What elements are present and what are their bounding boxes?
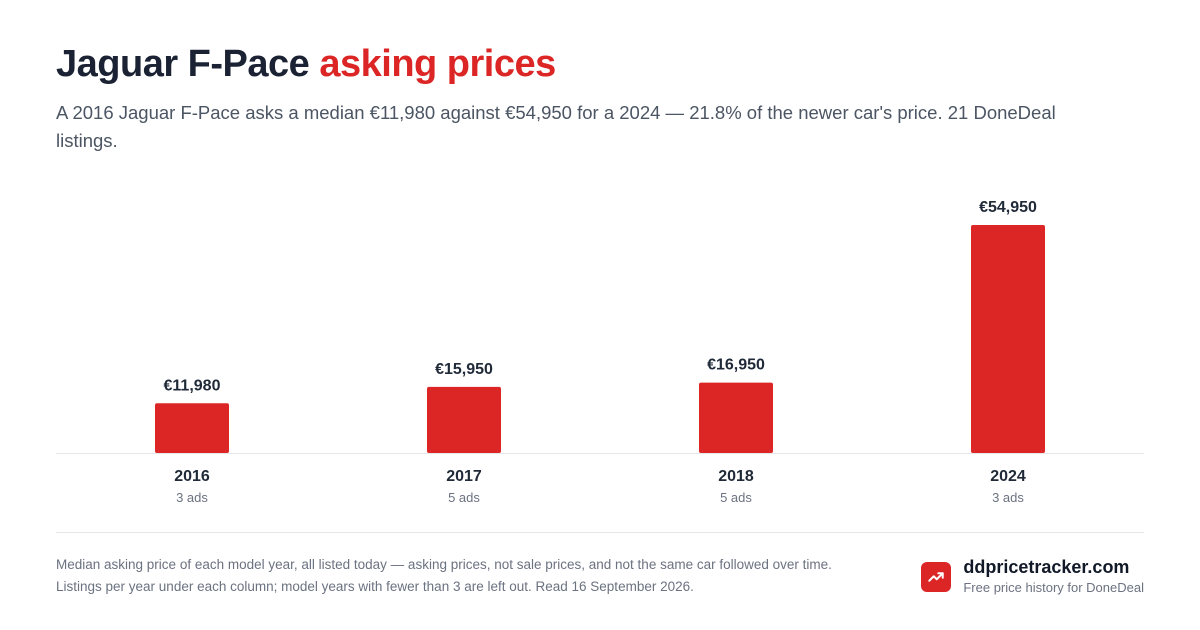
count-label-2018: 5 ads: [720, 490, 752, 505]
value-label-2017: €15,950: [435, 361, 493, 378]
value-label-2024: €54,950: [979, 199, 1037, 216]
trend-up-icon: [921, 562, 952, 592]
subtitle: A 2016 Jaguar F-Pace asks a median €11,9…: [56, 102, 1056, 151]
category-label-2017: 2017: [446, 468, 482, 485]
count-label-2017: 5 ads: [448, 490, 480, 505]
footnote: Median asking price of each model year, …: [56, 557, 832, 594]
bar-2016: [155, 403, 229, 453]
value-label-2016: €11,980: [164, 377, 221, 394]
page-title: Jaguar F-Pace asking prices: [56, 40, 556, 88]
title-accent: asking prices: [319, 43, 556, 85]
bar-2017: [427, 386, 501, 453]
category-label-2018: 2018: [718, 468, 754, 485]
bar-2024: [971, 225, 1045, 453]
footer-divider: [56, 532, 1144, 533]
count-label-2016: 3 ads: [176, 490, 208, 505]
count-label-2024: 3 ads: [992, 490, 1024, 505]
value-label-2018: €16,950: [707, 357, 765, 374]
bar-2018: [699, 382, 773, 453]
title-main: Jaguar F-Pace: [56, 43, 310, 85]
brand-tagline: Free price history for DoneDeal: [963, 580, 1144, 595]
category-label-2016: 2016: [174, 468, 210, 485]
bar-chart: €11,980 2016 3 ads €15,950 2017 5 ads €16,950 2…: [56, 199, 1144, 505]
category-label-2024: 2024: [990, 468, 1026, 485]
brand-name: ddpricetracker.com: [963, 557, 1130, 577]
brand[interactable]: ddpricetracker.com Free price history fo…: [921, 556, 1144, 598]
